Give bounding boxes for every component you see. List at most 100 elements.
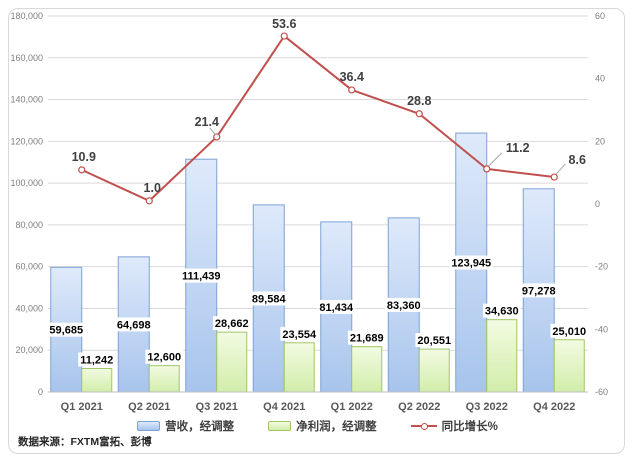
profit-label-bg	[482, 303, 521, 318]
growth-label: 11.2	[506, 141, 530, 155]
left-tick-label: 140,000	[10, 95, 43, 105]
revenue-label: 111,439	[182, 271, 221, 283]
right-tick-label: 40	[595, 74, 605, 84]
profit-label: 34,630	[485, 306, 519, 318]
growth-marker	[213, 133, 221, 141]
left-axis-ticks: 0 20,000 40,000 60,000 80,000 100,000 120,000 1…	[10, 11, 43, 397]
growth-marker	[550, 173, 558, 181]
category-label: Q4 2022	[533, 401, 575, 413]
category-label: Q1 2022	[331, 401, 373, 413]
left-tick-label: 180,000	[10, 11, 43, 21]
legend-label: 同比增长%	[441, 421, 498, 433]
left-tick-label: 120,000	[10, 136, 43, 146]
label-leader-line	[209, 127, 217, 136]
legend-label: 营收，经调整	[165, 421, 235, 433]
right-tick-label: -40	[595, 324, 608, 334]
growth-label: 21.4	[195, 115, 219, 129]
left-tick-label: 20,000	[15, 345, 43, 355]
right-tick-label: -60	[595, 387, 608, 397]
revenue-label: 59,685	[49, 325, 83, 337]
growth-label: 8.6	[569, 153, 586, 167]
left-tick-label: 0	[38, 387, 43, 397]
growth-marker	[483, 165, 491, 173]
revenue-label-bg	[249, 291, 288, 306]
revenue-label-bg	[519, 283, 558, 298]
growth-label: 1.0	[144, 181, 161, 195]
profit-bar	[148, 365, 180, 393]
profit-label-bg	[212, 316, 251, 331]
right-tick-label: 0	[595, 199, 600, 209]
legend-item-revenue: 营收，经调整	[137, 418, 234, 434]
profit-label: 25,010	[552, 326, 586, 338]
category-label: Q3 2022	[466, 401, 508, 413]
profit-bar	[418, 348, 450, 393]
profit-label: 28,662	[215, 318, 249, 330]
legend-item-growth: 同比增长%	[410, 418, 498, 434]
right-axis-ticks: -60 -40 -20 0 20 40 60	[595, 11, 608, 397]
revenue-label-bg	[384, 297, 423, 312]
profit-bar	[553, 339, 585, 393]
growth-marker	[348, 86, 356, 94]
profit-bar	[81, 368, 113, 393]
category-label: Q2 2021	[128, 401, 170, 413]
label-leader-line	[488, 152, 503, 167]
right-tick-label: -20	[595, 262, 608, 272]
revenue-label: 83,360	[387, 300, 421, 312]
profit-label-bg	[415, 333, 454, 348]
growth-label: 10.9	[72, 150, 96, 164]
profit-label-bg	[145, 349, 184, 364]
growth-marker	[78, 166, 86, 174]
revenue-label: 97,278	[522, 285, 556, 297]
profit-label: 23,554	[282, 329, 317, 341]
revenue-label-bg	[47, 322, 86, 337]
revenue-label: 64,698	[117, 319, 151, 331]
growth-label: 36.4	[340, 70, 364, 84]
bars-profit	[81, 319, 585, 393]
source-note: 数据来源：FXTM富拓、彭博	[18, 436, 152, 448]
profit-label-bg	[347, 330, 386, 345]
category-label: Q4 2021	[263, 401, 305, 413]
profit-bar	[486, 319, 518, 393]
label-leader-line	[555, 163, 566, 175]
profit-bar	[283, 342, 315, 393]
revenue-label: 81,434	[319, 302, 354, 314]
right-tick-label: 60	[595, 11, 605, 21]
chart-legend: 营收，经调整 净利润，经调整 同比增长%	[0, 418, 635, 434]
growth-marker	[415, 110, 423, 118]
left-tick-label: 40,000	[15, 303, 43, 313]
left-tick-label: 80,000	[15, 220, 43, 230]
category-label: Q1 2021	[61, 401, 103, 413]
profit-label: 12,600	[147, 352, 181, 364]
category-labels: Q1 2021 Q2 2021 Q3 2021 Q4 2021 Q1 2022 Q2 20…	[61, 401, 576, 413]
legend-item-profit: 净利润，经调整	[268, 418, 377, 434]
profit-bar	[216, 331, 248, 393]
growth-line-path	[81, 35, 555, 202]
revenue-label-bg	[114, 317, 153, 332]
legend-line-marker-icon	[420, 422, 428, 430]
profit-label: 20,551	[417, 335, 451, 347]
growth-marker	[145, 197, 153, 205]
profit-label-bg	[550, 323, 589, 338]
left-tick-label: 60,000	[15, 262, 43, 272]
growth-label: 53.6	[272, 17, 296, 31]
left-tick-label: 100,000	[10, 178, 43, 188]
profit-bar	[351, 346, 383, 393]
category-label: Q3 2021	[196, 401, 238, 413]
category-label: Q2 2022	[398, 401, 440, 413]
profit-label: 11,242	[80, 355, 113, 367]
legend-line-swatch	[410, 422, 437, 431]
growth-label: 28.8	[407, 94, 431, 108]
left-tick-label: 160,000	[10, 53, 43, 63]
profit-label: 21,689	[350, 333, 384, 345]
right-tick-label: 20	[595, 136, 605, 146]
revenue-label-bg	[317, 299, 356, 314]
revenue-label-bg	[449, 255, 494, 270]
bar-labels: 59,685 11,242 64,698 12,600 111,439 28,662 89,…	[47, 255, 589, 367]
legend-bar-swatch	[268, 421, 292, 431]
legend-label: 净利润，经调整	[296, 421, 377, 433]
growth-line	[78, 32, 558, 205]
revenue-label: 89,584	[252, 293, 287, 305]
growth-marker	[280, 32, 288, 40]
